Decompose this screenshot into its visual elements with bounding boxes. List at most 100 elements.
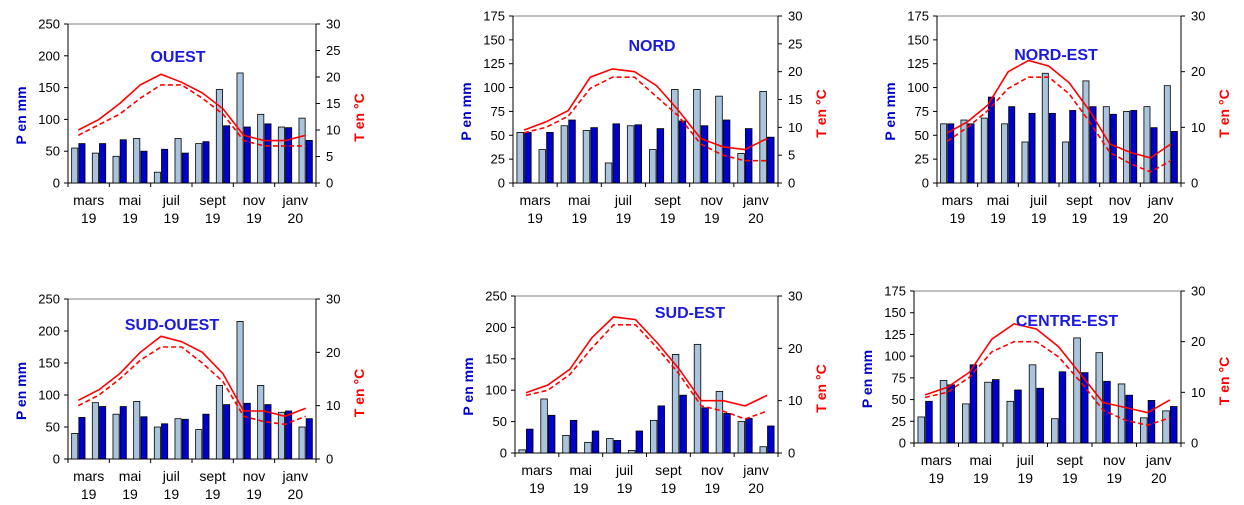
- chart-ouest: 0 50 100 150 200 250 0 5 10 15 20 25 30 OUEST mars 19 ma…: [13, 17, 367, 227]
- x-tick-label-year: 19: [81, 210, 97, 226]
- bar-precip-dark: [305, 139, 313, 184]
- bar-precip-light: [195, 429, 203, 460]
- left-tick-label: 0: [53, 176, 60, 191]
- x-tick-label-month: juil: [1016, 452, 1034, 468]
- bar-precip-dark: [161, 423, 169, 460]
- bar-precip-light: [649, 419, 658, 454]
- x-tick-label-year: 19: [573, 480, 589, 496]
- bar-precip-dark: [1125, 394, 1133, 444]
- y-axis-title: P en mm: [460, 357, 476, 415]
- x-tick-label-month: mars: [942, 192, 973, 208]
- left-tick-label: 0: [500, 446, 507, 461]
- bar-precip-dark: [947, 384, 955, 444]
- bar-precip-light: [1162, 410, 1170, 444]
- x-tick-label-year: 19: [1031, 210, 1047, 226]
- bar-precip-dark: [569, 419, 578, 454]
- x-tick-label-year: 20: [1153, 210, 1169, 226]
- bar-precip-light: [715, 391, 724, 454]
- bar-precip-dark: [1169, 406, 1178, 444]
- x-tick-label-month: nov: [1103, 452, 1126, 468]
- bar-precip-dark: [99, 143, 107, 184]
- temp-line-solid: [946, 59, 1172, 159]
- y2-axis-title: T en °C: [1216, 357, 1232, 405]
- x-tick-label-year: 19: [660, 210, 676, 226]
- bar-precip-dark: [679, 394, 687, 454]
- x-tick-label-year: 19: [661, 480, 677, 496]
- bar-precip-light: [1082, 80, 1090, 184]
- left-tick-label: 150: [884, 305, 906, 320]
- x-tick-label-month: mai: [119, 192, 142, 208]
- left-tick-label: 150: [907, 32, 929, 47]
- left-tick-label: 100: [38, 388, 60, 403]
- x-tick-label-year: 19: [616, 210, 632, 226]
- bar-precip-dark: [78, 143, 86, 184]
- bar-precip-dark: [767, 136, 775, 184]
- x-tick-label-month: mars: [73, 468, 104, 484]
- bar-precip-light: [215, 89, 223, 184]
- left-tick-label: 150: [38, 356, 60, 371]
- x-tick-label-month: janv: [1147, 192, 1174, 208]
- bar-precip-light: [962, 403, 970, 444]
- x-tick-label-month: nov: [243, 468, 266, 484]
- temp-line-solid: [523, 68, 768, 151]
- bar-precip-light: [174, 138, 182, 184]
- bar-precip-dark: [524, 132, 532, 184]
- x-tick-label-year: 19: [1072, 210, 1088, 226]
- x-tick-label-month: juil: [162, 192, 180, 208]
- left-tick-label: 25: [892, 414, 906, 429]
- left-tick-label: 150: [38, 80, 60, 95]
- left-tick-label: 125: [884, 327, 906, 342]
- temp-line-dashed: [946, 76, 1172, 173]
- x-tick-label-month: sept: [655, 462, 682, 478]
- left-tick-label: 200: [485, 320, 507, 335]
- right-tick-label: 30: [326, 292, 340, 307]
- bar-precip-light: [71, 432, 79, 460]
- right-tick-label: 0: [1191, 176, 1198, 191]
- x-tick-label-year: 19: [246, 210, 262, 226]
- left-tick-label: 250: [38, 292, 60, 307]
- chart-nord: 0 25 50 75 100 125 150 175 0 5 10 15 20 25 30 NORD mars 1…: [458, 9, 829, 227]
- bar-precip-light: [759, 90, 767, 184]
- bar-precip-dark: [1109, 113, 1117, 184]
- x-tick-label-year: 19: [527, 210, 543, 226]
- left-tick-label: 150: [485, 351, 507, 366]
- bar-precip-dark: [119, 406, 127, 460]
- left-tick-label: 200: [38, 48, 60, 63]
- x-tick-label-month: nov: [1109, 192, 1132, 208]
- temp-line-solid: [77, 73, 306, 142]
- x-tick-label-year: 19: [164, 486, 180, 502]
- right-tick-label: 10: [326, 398, 340, 413]
- x-tick-label-month: mars: [921, 452, 952, 468]
- x-tick-label-month: sept: [199, 192, 226, 208]
- x-tick-label-year: 19: [928, 470, 944, 486]
- x-tick-label-month: sept: [1066, 192, 1093, 208]
- bar-precip-light: [195, 143, 203, 184]
- bar-precip-light: [1102, 106, 1110, 184]
- bar-precip-light: [215, 384, 223, 460]
- x-tick-label-month: mai: [569, 462, 592, 478]
- bar-precip-light: [257, 113, 265, 184]
- right-tick-label: 20: [1191, 64, 1205, 79]
- bar-precip-light: [759, 446, 767, 454]
- bar-precip-light: [560, 125, 569, 184]
- right-tick-label: 30: [788, 9, 802, 24]
- bar-precip-dark: [1036, 387, 1044, 444]
- right-tick-label: 20: [788, 64, 802, 79]
- bar-precip-dark: [223, 125, 231, 184]
- x-tick-label-year: 20: [1151, 470, 1167, 486]
- right-tick-label: 5: [326, 149, 333, 164]
- bar-precip-dark: [991, 379, 1000, 444]
- left-tick-label: 175: [884, 284, 906, 299]
- bar-precip-dark: [700, 125, 709, 184]
- x-tick-label-year: 19: [704, 210, 720, 226]
- temp-line-solid: [924, 323, 1171, 414]
- bar-precip-dark: [635, 430, 644, 454]
- bar-precip-dark: [305, 418, 313, 460]
- x-tick-label-year: 19: [205, 210, 221, 226]
- bar-precip-dark: [1147, 400, 1156, 444]
- x-tick-label-year: 19: [973, 470, 989, 486]
- x-tick-label-month: juil: [614, 192, 632, 208]
- chart-centre-est: 0 25 50 75 100 125 150 175 0 10 20 30 CENTRE-EST mars…: [859, 284, 1232, 487]
- y-axis-title: P en mm: [13, 362, 29, 420]
- bar-precip-light: [153, 171, 161, 184]
